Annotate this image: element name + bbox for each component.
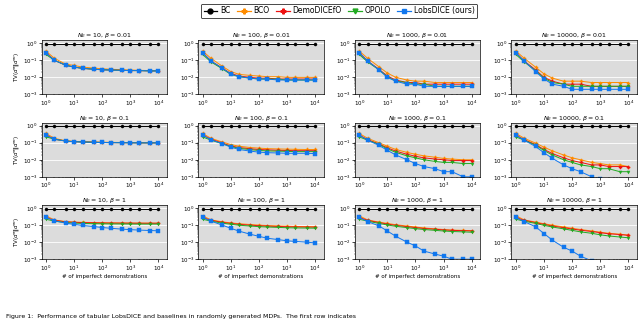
Title: $N_E=10,\,\beta=1$: $N_E=10,\,\beta=1$ bbox=[82, 196, 127, 205]
Title: $N_E=10000,\,\beta=0.01$: $N_E=10000,\,\beta=0.01$ bbox=[541, 31, 607, 40]
X-axis label: # of imperfect demonstrations: # of imperfect demonstrations bbox=[61, 274, 147, 279]
Title: $N_E=100,\,\beta=0.1$: $N_E=100,\,\beta=0.1$ bbox=[234, 114, 288, 123]
X-axis label: # of imperfect demonstrations: # of imperfect demonstrations bbox=[218, 274, 303, 279]
Title: $N_E=1000,\,\beta=0.01$: $N_E=1000,\,\beta=0.01$ bbox=[387, 31, 449, 40]
Title: $N_E=1000,\,\beta=1$: $N_E=1000,\,\beta=1$ bbox=[391, 196, 444, 205]
Title: $N_E=10,\,\beta=0.1$: $N_E=10,\,\beta=0.1$ bbox=[79, 114, 129, 123]
Text: Figure 1:  Performance of tabular LobsDICE and baselines in randomly generated M: Figure 1: Performance of tabular LobsDIC… bbox=[6, 314, 356, 319]
Title: $N_E=100,\,\beta=1$: $N_E=100,\,\beta=1$ bbox=[237, 196, 285, 205]
Title: $N_E=10,\,\beta=0.01$: $N_E=10,\,\beta=0.01$ bbox=[77, 31, 131, 40]
Legend: BC, BCO, DemoDICEfO, OPOLO, LobsDICE (ours): BC, BCO, DemoDICEfO, OPOLO, LobsDICE (ou… bbox=[201, 4, 477, 18]
Title: $N_E=10000,\,\beta=1$: $N_E=10000,\,\beta=1$ bbox=[546, 196, 602, 205]
Y-axis label: TV($d^\pi\|d^{\pi_e}$): TV($d^\pi\|d^{\pi_e}$) bbox=[12, 217, 22, 247]
Y-axis label: TV($d^\pi\|d^{\pi_e}$): TV($d^\pi\|d^{\pi_e}$) bbox=[12, 135, 22, 165]
X-axis label: # of imperfect demonstrations: # of imperfect demonstrations bbox=[375, 274, 460, 279]
Y-axis label: TV($d^\pi\|d^{\pi_e}$): TV($d^\pi\|d^{\pi_e}$) bbox=[12, 52, 22, 82]
Title: $N_E=10000,\,\beta=0.1$: $N_E=10000,\,\beta=0.1$ bbox=[543, 114, 605, 123]
Title: $N_E=1000,\,\beta=0.1$: $N_E=1000,\,\beta=0.1$ bbox=[388, 114, 447, 123]
X-axis label: # of imperfect demonstrations: # of imperfect demonstrations bbox=[532, 274, 617, 279]
Title: $N_E=100,\,\beta=0.01$: $N_E=100,\,\beta=0.01$ bbox=[232, 31, 290, 40]
